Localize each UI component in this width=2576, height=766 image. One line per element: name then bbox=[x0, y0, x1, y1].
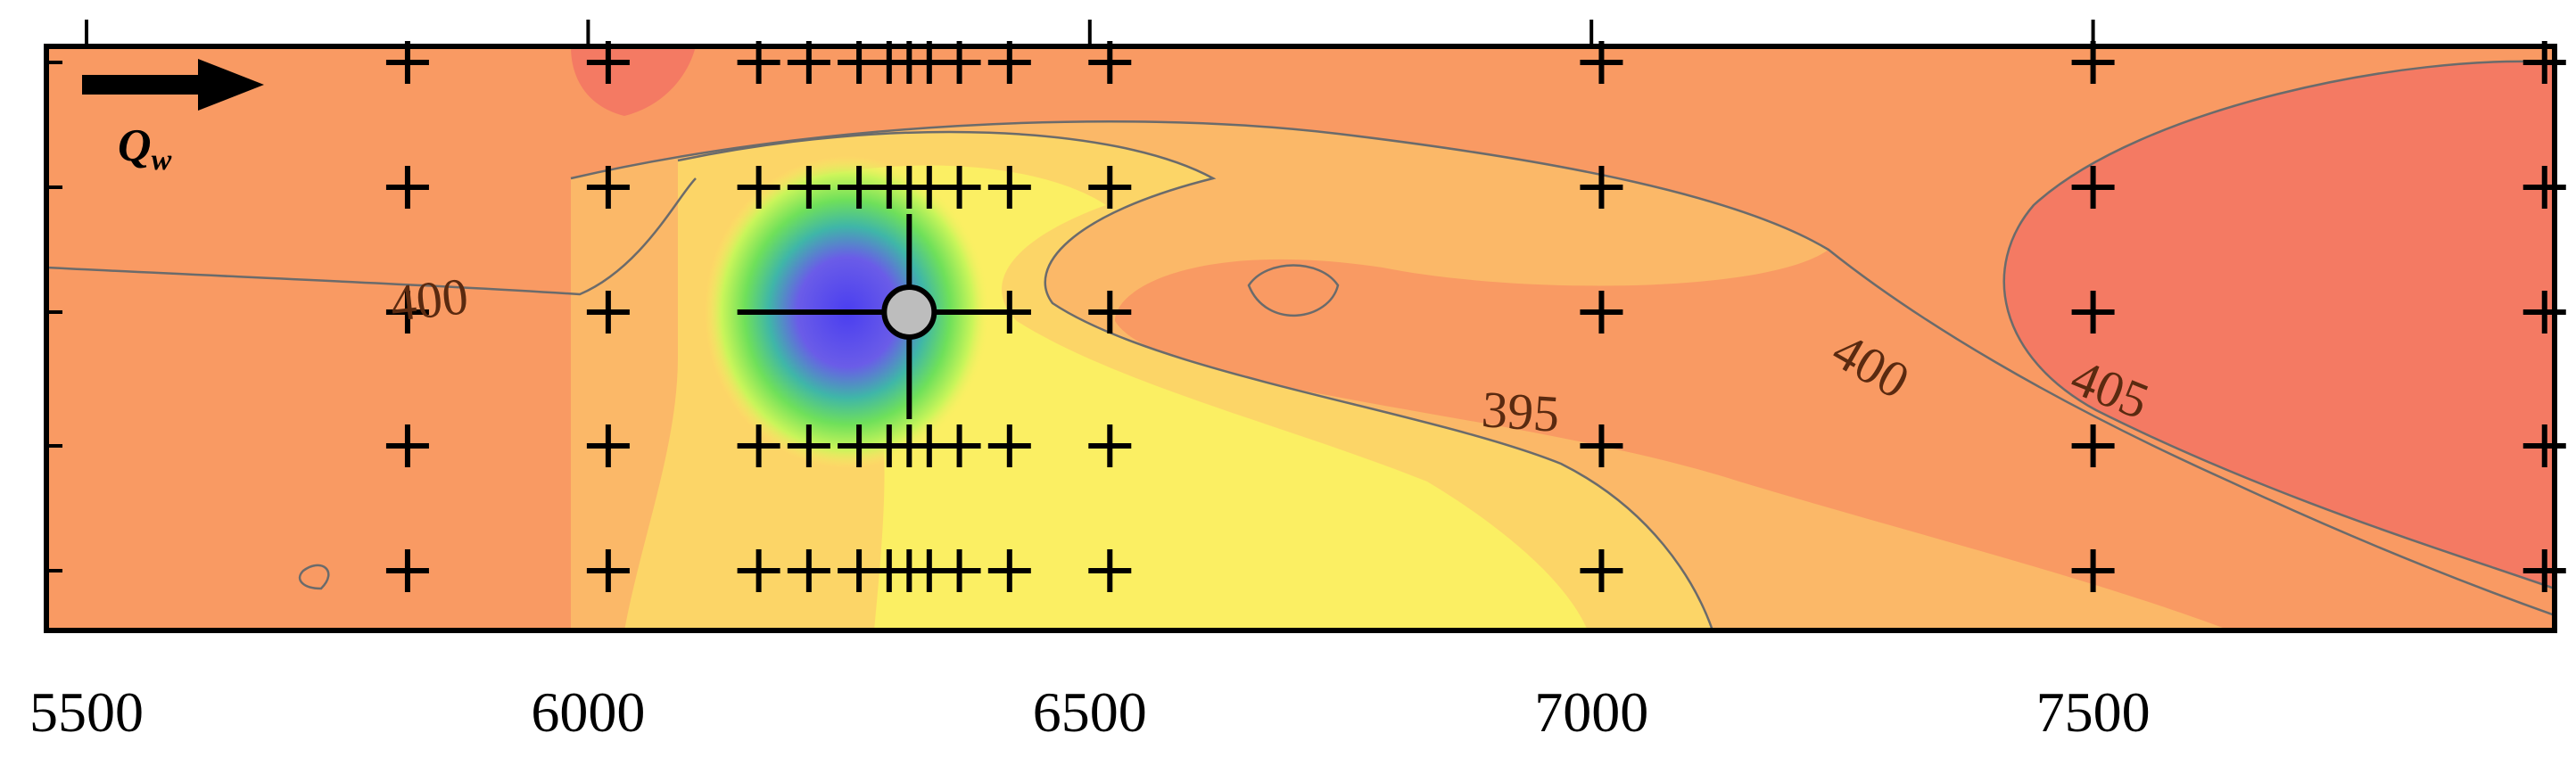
contour-fill bbox=[46, 46, 2555, 630]
observation-point bbox=[385, 424, 429, 467]
observation-point bbox=[937, 166, 981, 209]
contour-label-400-left: 400 bbox=[388, 267, 471, 333]
observation-point bbox=[987, 424, 1031, 467]
observation-point bbox=[1580, 291, 1623, 334]
observation-point bbox=[586, 424, 630, 467]
observation-point bbox=[586, 166, 630, 209]
observation-point bbox=[385, 166, 429, 209]
contour-label-395: 395 bbox=[1480, 380, 1561, 443]
observation-point bbox=[1088, 291, 1132, 334]
flow-direction-arrow bbox=[82, 59, 264, 111]
contour-lines bbox=[46, 60, 2555, 630]
x-tick-label: 7500 bbox=[2036, 680, 2151, 744]
observation-point bbox=[737, 166, 780, 209]
observation-point bbox=[1088, 424, 1132, 467]
observation-point bbox=[2071, 291, 2115, 334]
observation-point bbox=[2071, 549, 2115, 592]
observation-point bbox=[2071, 424, 2115, 467]
observation-point bbox=[385, 549, 429, 592]
observation-point bbox=[937, 424, 981, 467]
observation-point bbox=[385, 291, 429, 334]
observation-point bbox=[2071, 166, 2115, 209]
observation-point bbox=[1580, 549, 1623, 592]
observation-point bbox=[937, 549, 981, 592]
observation-point bbox=[787, 549, 830, 592]
observation-point bbox=[1580, 424, 1623, 467]
plot-frame bbox=[44, 44, 2557, 633]
observation-point bbox=[737, 549, 780, 592]
observation-point bbox=[787, 424, 830, 467]
x-tick-label: 6500 bbox=[1033, 680, 1147, 744]
observation-point bbox=[1580, 166, 1623, 209]
x-tick-label: 7000 bbox=[1534, 680, 1648, 744]
observation-point bbox=[987, 549, 1031, 592]
observation-point bbox=[2522, 166, 2566, 209]
x-axis: 5500 6000 6500 7000 7500 bbox=[29, 20, 2151, 744]
flow-label: Qw bbox=[118, 120, 172, 177]
observation-point bbox=[2522, 424, 2566, 467]
observation-point bbox=[586, 291, 630, 334]
contour-band-lowest bbox=[803, 165, 1588, 630]
observation-point bbox=[1088, 166, 1132, 209]
observation-point bbox=[787, 166, 830, 209]
pumping-well bbox=[881, 284, 937, 340]
observation-point bbox=[2522, 549, 2566, 592]
contour-band-high-right bbox=[2003, 61, 2555, 589]
x-tick-label: 5500 bbox=[29, 680, 144, 744]
observation-point bbox=[586, 549, 630, 592]
x-tick-label: 6000 bbox=[531, 680, 645, 744]
observation-point bbox=[2522, 291, 2566, 334]
observation-point bbox=[987, 166, 1031, 209]
observation-point bbox=[1088, 549, 1132, 592]
y-axis-ticks bbox=[46, 61, 62, 572]
observation-point bbox=[737, 424, 780, 467]
